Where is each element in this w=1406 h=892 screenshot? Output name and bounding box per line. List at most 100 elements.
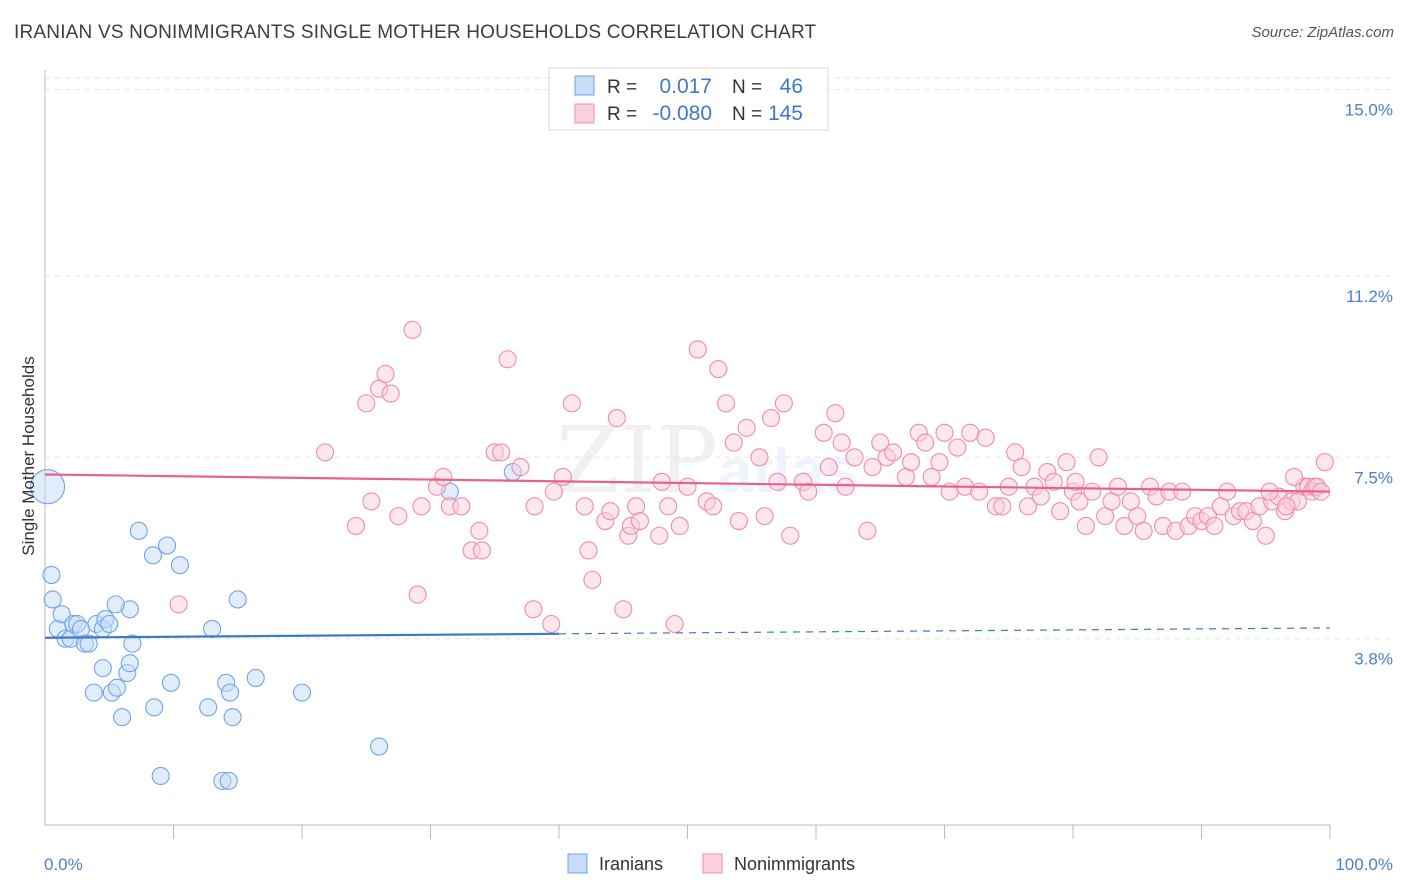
- iranians-point: [292, 683, 312, 702]
- iranians-point: [113, 708, 132, 727]
- nonimmigrants-point: [709, 360, 728, 379]
- nonimmigrants-point: [376, 364, 395, 384]
- iranians-point: [145, 698, 164, 717]
- stats-n-value-1: 46: [780, 75, 803, 98]
- stats-r-value-1: 0.017: [659, 75, 712, 98]
- nonimmigrants-point: [542, 614, 561, 634]
- nonimmigrants-point: [1076, 516, 1095, 535]
- nonimmigrants-point: [781, 526, 800, 545]
- iranians-points: [30, 462, 522, 790]
- nonimmigrants-point: [948, 438, 967, 457]
- iranians-point: [143, 546, 162, 565]
- nonimmigrants-point: [916, 433, 935, 452]
- legend-swatch-nonimmigrants: [702, 853, 723, 874]
- nonimmigrants-point: [1218, 482, 1237, 501]
- y-tick-label: 3.8%: [1354, 650, 1393, 669]
- stats-n-value-2: 145: [768, 102, 803, 125]
- nonimmigrants-point: [1031, 487, 1050, 506]
- iranians-point: [123, 634, 142, 653]
- nonimmigrants-point: [346, 516, 366, 535]
- nonimmigrants-point: [412, 497, 431, 516]
- nonimmigrants-point: [316, 443, 335, 462]
- stats-legend: R = 0.017 N = 46 R = -0.080 N = 145: [548, 67, 829, 131]
- nonimmigrants-point: [1066, 472, 1085, 491]
- iranians-trend-line: [44, 632, 560, 639]
- nonimmigrants-point: [1173, 482, 1192, 501]
- iranians-point: [100, 614, 119, 634]
- iranians-point: [42, 565, 61, 585]
- nonimmigrants-point: [601, 502, 620, 521]
- nonimmigrants-point: [562, 394, 581, 413]
- iranians-point: [228, 590, 247, 609]
- trend-lines: [44, 473, 1331, 639]
- nonimmigrants-point: [169, 595, 188, 614]
- nonimmigrants-point: [614, 600, 633, 619]
- nonimmigrants-point: [659, 497, 678, 516]
- nonimmigrants-point: [819, 458, 838, 477]
- nonimmigrants-point: [452, 497, 471, 516]
- iranians-point: [223, 708, 242, 727]
- series-legend: Iranians Nonimmigrants: [567, 853, 855, 874]
- nonimmigrants-point: [1051, 502, 1070, 521]
- nonimmigrants-point: [362, 492, 381, 511]
- nonimmigrants-point: [1315, 453, 1334, 472]
- nonimmigrants-point: [930, 453, 949, 472]
- nonimmigrants-point: [670, 516, 689, 535]
- nonimmigrants-trend-line: [44, 473, 1331, 493]
- nonimmigrants-point: [357, 394, 376, 413]
- y-tick-label: 7.5%: [1354, 468, 1393, 487]
- nonimmigrants-point: [583, 570, 602, 589]
- nonimmigrants-point: [774, 394, 793, 413]
- nonimmigrants-point: [1108, 477, 1128, 496]
- stats-n-label-1: N =: [732, 77, 762, 98]
- nonimmigrants-point: [630, 511, 650, 531]
- iranians-trend-line-extension: [558, 627, 1331, 635]
- nonimmigrants-point: [729, 511, 748, 531]
- legend-label-nonimmigrants: Nonimmigrants: [734, 854, 855, 874]
- legend-swatch-iranians: [567, 853, 588, 874]
- nonimmigrants-point: [935, 423, 954, 442]
- nonimmigrants-point: [902, 453, 921, 472]
- iranians-point: [84, 683, 103, 702]
- iranians-point: [120, 654, 139, 673]
- nonimmigrants-point: [704, 497, 723, 516]
- nonimmigrants-point: [1083, 482, 1102, 501]
- stats-n-label-2: N =: [732, 104, 762, 125]
- nonimmigrants-point: [993, 497, 1012, 516]
- iranians-point: [158, 536, 177, 555]
- iranians-point: [219, 771, 238, 790]
- nonimmigrants-point: [826, 404, 845, 423]
- iranians-point: [220, 683, 240, 702]
- nonimmigrants-point: [970, 482, 989, 501]
- nonimmigrants-point: [724, 433, 743, 452]
- iranians-point: [43, 590, 62, 609]
- x-tick-label: 100.0%: [1335, 855, 1393, 874]
- y-tick-label: 15.0%: [1345, 101, 1393, 120]
- nonimmigrants-point: [688, 340, 707, 359]
- nonimmigrants-point: [544, 482, 563, 501]
- nonimmigrants-point: [524, 600, 543, 619]
- source-credit: Source: ZipAtlas.com: [1251, 24, 1394, 41]
- nonimmigrants-point: [716, 394, 736, 413]
- nonimmigrants-point: [498, 350, 517, 369]
- legend-label-iranians: Iranians: [599, 854, 663, 874]
- nonimmigrants-point: [976, 428, 995, 447]
- nonimmigrants-point: [470, 521, 489, 540]
- iranians-point: [246, 668, 265, 687]
- nonimmigrants-point: [1012, 458, 1031, 477]
- nonimmigrants-point: [579, 541, 598, 560]
- stats-swatch-nonimmigrants: [574, 103, 595, 124]
- nonimmigrants-point: [650, 526, 669, 545]
- nonimmigrants-point: [575, 497, 594, 516]
- iranians-point: [203, 619, 222, 638]
- nonimmigrants-point: [814, 423, 833, 442]
- nonimmigrants-point: [1256, 526, 1275, 545]
- nonimmigrants-point: [1044, 472, 1063, 491]
- nonimmigrants-point: [1018, 497, 1038, 516]
- grid-lines: [45, 77, 1395, 640]
- nonimmigrants-point: [1205, 516, 1224, 535]
- x-axis-ticks: [173, 825, 1331, 839]
- iranians-point: [129, 521, 148, 540]
- iranians-point: [93, 659, 112, 678]
- watermark-zip-text: ZIP: [556, 407, 718, 514]
